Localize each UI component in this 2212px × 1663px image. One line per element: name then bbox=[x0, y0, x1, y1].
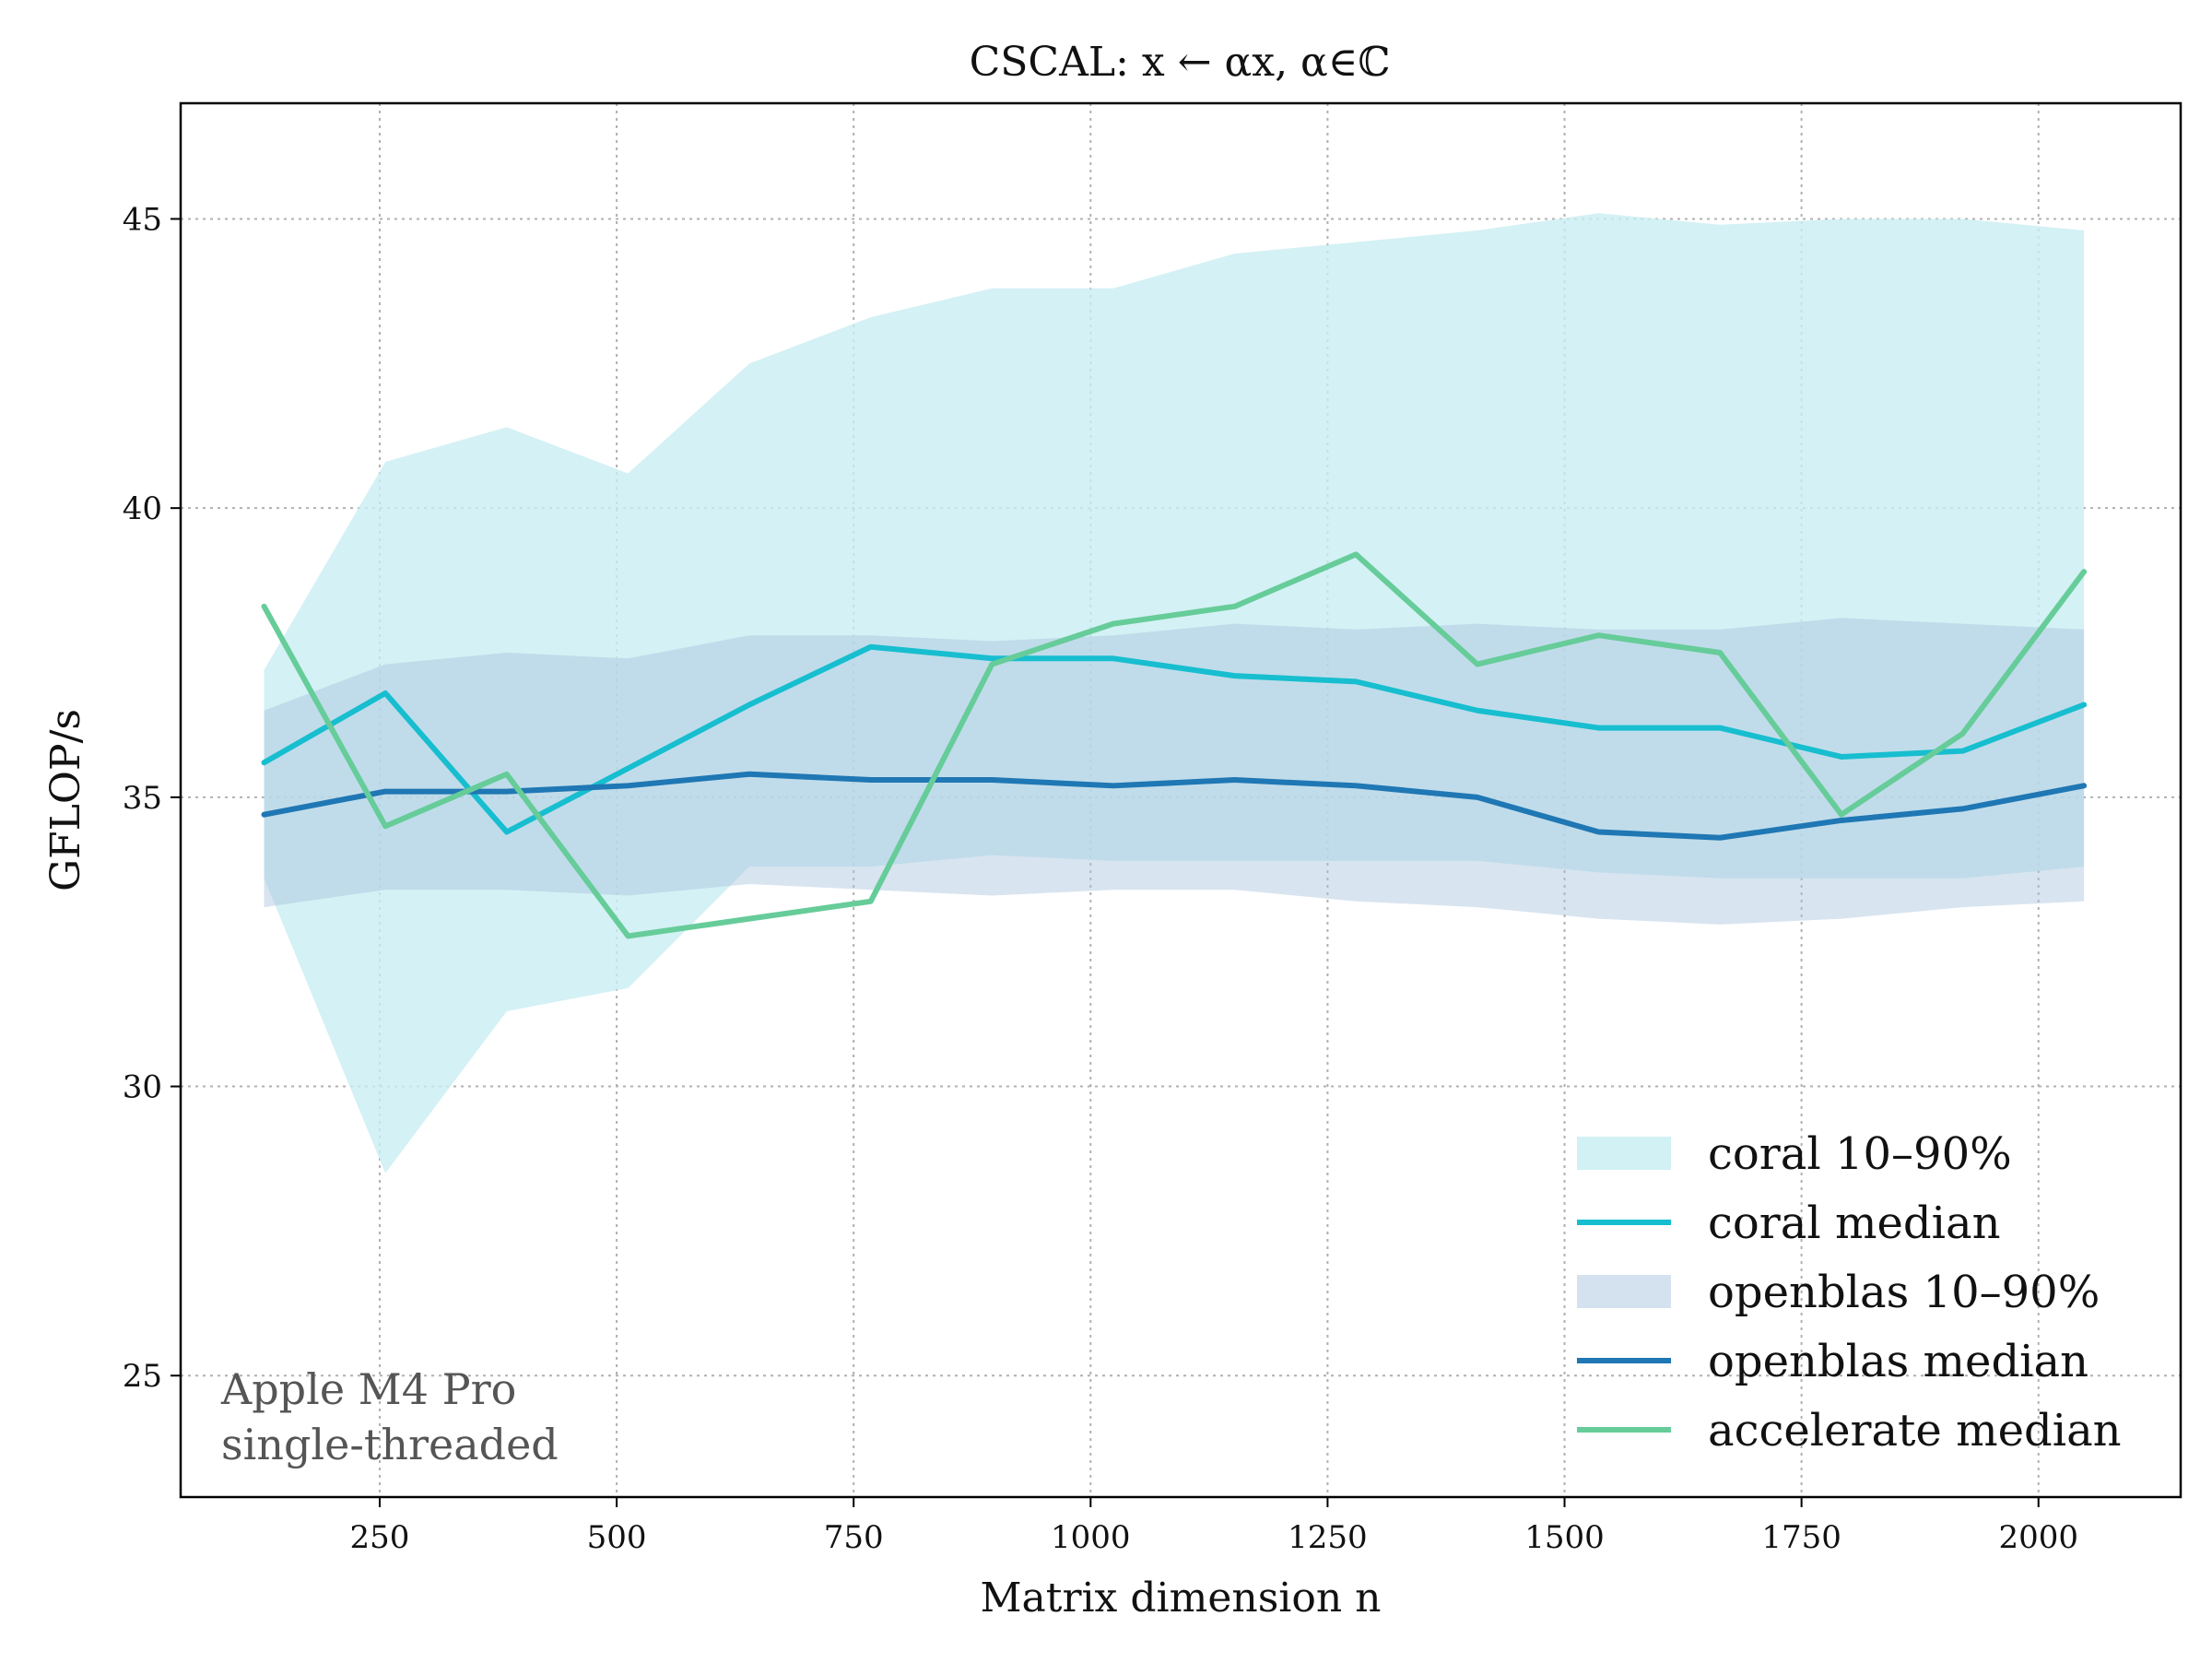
legend-label-openblas-median: openblas median bbox=[1708, 1336, 2088, 1387]
y-tick-label-25: 25 bbox=[123, 1358, 162, 1395]
annotation-line-1: Apple M4 Pro bbox=[220, 1364, 516, 1414]
legend-label-coral-median: coral median bbox=[1708, 1197, 2000, 1249]
legend: coral 10–90% coral median openblas 10–90… bbox=[1577, 1128, 2122, 1457]
annotation-line-2: single-threaded bbox=[221, 1420, 559, 1469]
legend-label-coral-band: coral 10–90% bbox=[1708, 1128, 2012, 1180]
y-axis-label: GFLOP/s bbox=[42, 709, 89, 891]
band-openblas bbox=[264, 618, 2085, 925]
legend-swatch-openblas-band bbox=[1577, 1275, 1671, 1308]
chart-title: CSCAL: x ← αx, α∈ℂ bbox=[970, 39, 1391, 86]
plot-frame bbox=[179, 101, 2183, 1499]
line-coral-median bbox=[261, 643, 2088, 835]
x-axis-label: Matrix dimension n bbox=[980, 1575, 1381, 1622]
y-tick-label-35: 35 bbox=[123, 780, 162, 817]
x-tick-label-1750: 1750 bbox=[1761, 1519, 1841, 1556]
x-tick-label-750: 750 bbox=[824, 1519, 884, 1556]
y-tick-label-45: 45 bbox=[123, 201, 162, 238]
series-lines bbox=[261, 551, 2088, 939]
legend-swatch-coral-band bbox=[1577, 1137, 1671, 1170]
x-tick-label-250: 250 bbox=[350, 1519, 410, 1556]
x-tick-label-1500: 1500 bbox=[1524, 1519, 1605, 1556]
x-tick-label-1250: 1250 bbox=[1288, 1519, 1368, 1556]
bands bbox=[264, 213, 2085, 1174]
legend-label-openblas-band: openblas 10–90% bbox=[1708, 1267, 2100, 1318]
x-tick-label-500: 500 bbox=[587, 1519, 647, 1556]
y-tick-label-40: 40 bbox=[123, 490, 162, 527]
y-tick-label-30: 30 bbox=[123, 1069, 162, 1106]
x-tick-label-1000: 1000 bbox=[1051, 1519, 1131, 1556]
x-tick-label-2000: 2000 bbox=[1998, 1519, 2078, 1556]
band-coral bbox=[264, 213, 2085, 1174]
axis-ticks: 250 500 750 1000 1250 1500 1750 2000 25 30 35 40 45 bbox=[123, 201, 2078, 1556]
line-accelerate-median bbox=[261, 551, 2088, 939]
legend-label-accelerate-median: accelerate median bbox=[1708, 1405, 2122, 1457]
line-openblas-median bbox=[261, 771, 2088, 841]
